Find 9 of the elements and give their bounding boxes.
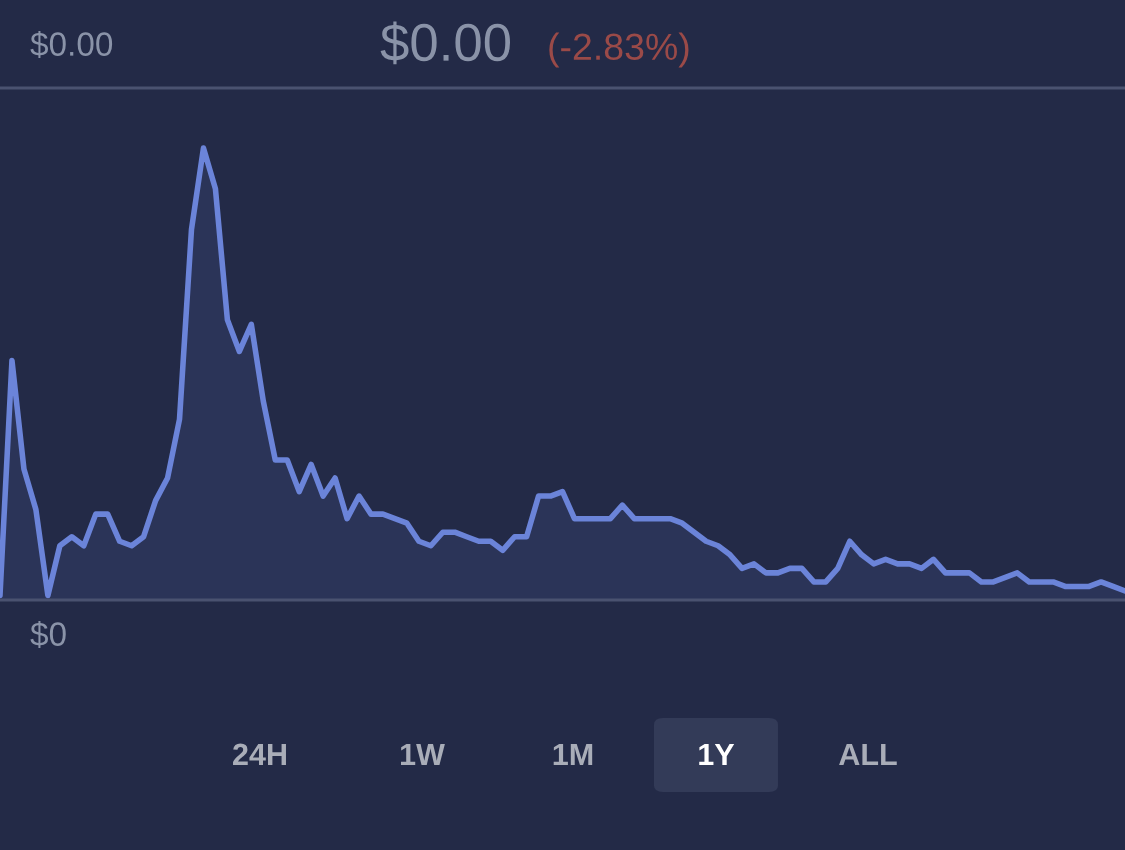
chart-title: $0.00: [380, 21, 511, 65]
text: ALL: [839, 743, 897, 765]
text: 1W: [401, 743, 445, 765]
text: $0: [30, 620, 66, 648]
text: 24H: [233, 743, 286, 765]
text: 1Y: [699, 743, 735, 765]
text: $0.00: [30, 30, 113, 58]
text: 1M: [553, 743, 593, 765]
chart-subtitle: (-2.83%): [549, 32, 689, 68]
